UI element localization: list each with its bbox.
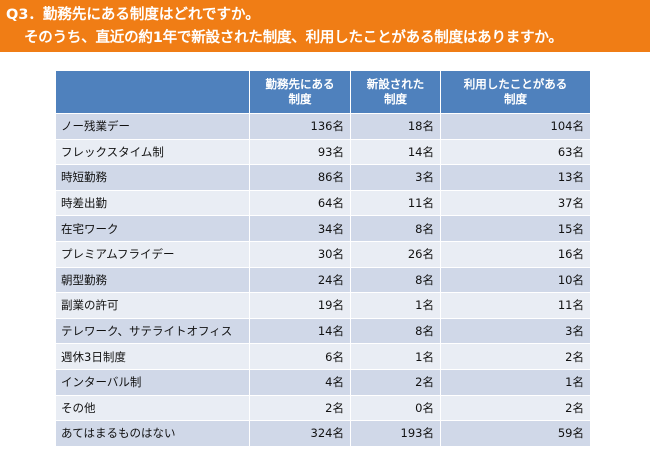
new-count: 11名 (350, 189, 441, 217)
table-header-row: 勤務先にある 制度 新設された 制度 利用したことがある 制度 (55, 70, 591, 114)
table-row: 在宅ワーク 34名 8名 15名 (55, 215, 591, 242)
table-row: 朝型勤務 24名 8名 10名 (55, 266, 591, 294)
existing-count: 4名 (249, 368, 351, 396)
table-row: 副業の許可 19名 1名 11名 (55, 292, 591, 319)
new-count: 1名 (350, 343, 441, 370)
table-row: 時短勤務 86名 3名 13名 (55, 164, 591, 191)
new-count: 1名 (350, 292, 441, 319)
question-banner: Q3．勤務先にある制度はどれですか。 そのうち、直近の約1年で新設された制度、利… (0, 0, 650, 52)
used-count: 1名 (440, 368, 591, 396)
row-label: テレワーク、サテライトオフィス (55, 317, 250, 345)
used-count: 2名 (440, 343, 591, 370)
new-count: 14名 (350, 138, 441, 166)
question-line-1: Q3．勤務先にある制度はどれですか。 (6, 7, 260, 23)
used-count: 37名 (440, 189, 591, 217)
survey-results-table: 勤務先にある 制度 新設された 制度 利用したことがある 制度 ノー残業デー 1… (55, 70, 591, 447)
row-label: その他 (55, 394, 250, 422)
table-row: その他 2名 0名 2名 (55, 394, 591, 422)
existing-count: 64名 (249, 189, 351, 217)
used-count: 104名 (440, 113, 591, 140)
new-count: 8名 (350, 266, 441, 294)
table-row: ノー残業デー 136名 18名 104名 (55, 113, 591, 140)
used-count: 3名 (440, 317, 591, 345)
row-label: 時短勤務 (55, 164, 250, 191)
existing-count: 30名 (249, 240, 351, 268)
new-count: 18名 (350, 113, 441, 140)
table-row: インターバル制 4名 2名 1名 (55, 368, 591, 396)
question-line-2: そのうち、直近の約1年で新設された制度、利用したことがある制度はありますか。 (24, 30, 563, 46)
row-label: 副業の許可 (55, 292, 250, 319)
new-count: 26名 (350, 240, 441, 268)
row-label: あてはまるものはない (55, 420, 250, 447)
row-label: フレックスタイム制 (55, 138, 250, 166)
row-label: 時差出勤 (55, 189, 250, 217)
header-new-line-2: 制度 (384, 92, 407, 106)
header-cell-item (55, 70, 250, 114)
existing-count: 136名 (249, 113, 351, 140)
table-row: プレミアムフライデー 30名 26名 16名 (55, 240, 591, 268)
table-row: 時差出勤 64名 11名 37名 (55, 189, 591, 217)
existing-count: 19名 (249, 292, 351, 319)
used-count: 13名 (440, 164, 591, 191)
existing-count: 24名 (249, 266, 351, 294)
used-count: 63名 (440, 138, 591, 166)
existing-count: 34名 (249, 215, 351, 242)
used-count: 16名 (440, 240, 591, 268)
used-count: 10名 (440, 266, 591, 294)
table-row: テレワーク、サテライトオフィス 14名 8名 3名 (55, 317, 591, 345)
used-count: 11名 (440, 292, 591, 319)
table-row: フレックスタイム制 93名 14名 63名 (55, 138, 591, 166)
new-count: 8名 (350, 215, 441, 242)
row-label: ノー残業デー (55, 113, 250, 140)
existing-count: 324名 (249, 420, 351, 447)
existing-count: 93名 (249, 138, 351, 166)
table-row: あてはまるものはない 324名 193名 59名 (55, 420, 591, 447)
new-count: 2名 (350, 368, 441, 396)
row-label: 在宅ワーク (55, 215, 250, 242)
row-label: 週休3日制度 (55, 343, 250, 370)
header-cell-new: 新設された 制度 (350, 70, 441, 114)
row-label: インターバル制 (55, 368, 250, 396)
row-label: 朝型勤務 (55, 266, 250, 294)
used-count: 15名 (440, 215, 591, 242)
existing-count: 2名 (249, 394, 351, 422)
new-count: 3名 (350, 164, 441, 191)
header-used-line-2: 制度 (504, 92, 527, 106)
header-new-line-1: 新設された (366, 77, 425, 91)
header-cell-used: 利用したことがある 制度 (440, 70, 591, 114)
used-count: 59名 (440, 420, 591, 447)
row-label: プレミアムフライデー (55, 240, 250, 268)
header-cell-existing: 勤務先にある 制度 (249, 70, 351, 114)
new-count: 8名 (350, 317, 441, 345)
used-count: 2名 (440, 394, 591, 422)
existing-count: 6名 (249, 343, 351, 370)
existing-count: 14名 (249, 317, 351, 345)
header-existing-line-1: 勤務先にある (265, 77, 335, 91)
table-row: 週休3日制度 6名 1名 2名 (55, 343, 591, 370)
header-existing-line-2: 制度 (288, 92, 312, 106)
new-count: 0名 (350, 394, 441, 422)
existing-count: 86名 (249, 164, 351, 191)
header-used-line-1: 利用したことがある (463, 77, 568, 91)
new-count: 193名 (350, 420, 441, 447)
